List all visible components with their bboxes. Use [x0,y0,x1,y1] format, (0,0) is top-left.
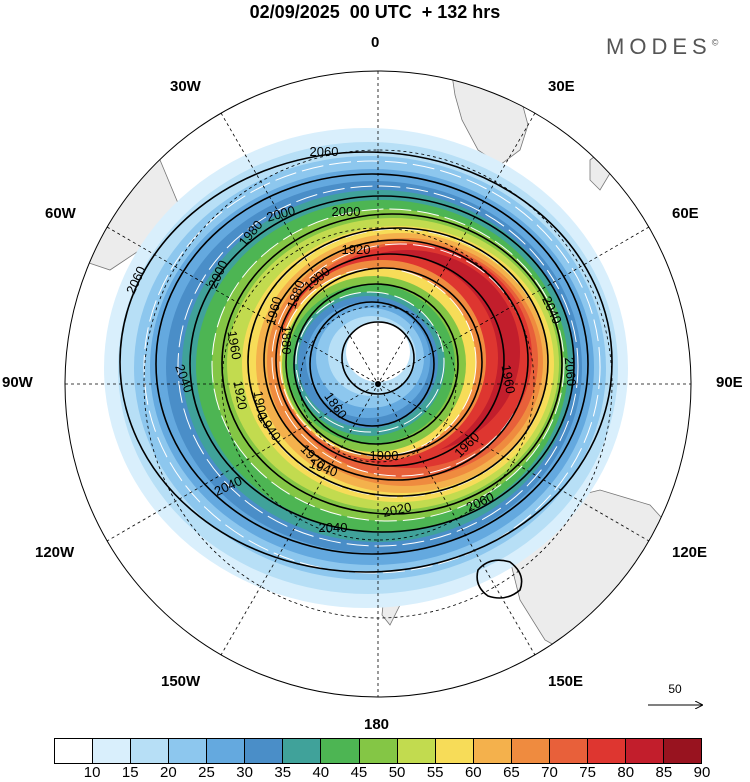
colorbar-swatch [549,739,588,763]
lon-label-120e: 120E [672,544,708,561]
lon-label-150w: 150W [161,673,201,690]
contour-1920 [285,267,483,457]
colorbar-tick-label: 15 [121,764,139,781]
lon-label-90e: 90E [716,374,743,391]
colorbar-swatch [511,739,550,763]
colorbar-tick-label: 50 [388,764,406,781]
contour-1880 [309,301,435,427]
lon-label-60e: 60E [672,205,699,222]
colorbar-tick-label: 65 [503,764,520,781]
colorbar-tick-label: 60 [464,764,482,781]
colorbar-tick-label: 80 [617,764,635,781]
contour-label: 1960 [499,364,519,395]
height-contours [119,151,613,599]
colorbar-swatch [283,739,322,763]
streamline [211,208,565,522]
contour-label: 1920 [231,380,251,411]
colorbar-tick-label: 70 [541,764,558,781]
colorbar-swatch [207,739,246,763]
pole-marker [375,381,381,387]
colorbar-tick-label: 10 [83,764,101,781]
colorbar-swatch [587,739,626,763]
colorbar-tick-label: 40 [312,764,330,781]
colorbar-swatch [473,739,512,763]
lon-label-30e: 30E [548,78,575,95]
contour-label: 2020 [381,499,412,520]
lon-label-30w: 30W [170,78,201,95]
lon-label-180: 180 [364,716,390,733]
contour-label: 1880 [279,326,294,355]
contour-label: 2000 [332,204,361,219]
colorbar-tick-label: 55 [426,764,444,781]
contour-label: 1960 [263,295,285,327]
contour-2000 [221,213,563,515]
contour-label: 2040 [319,520,348,535]
contour-1980 [247,227,549,497]
contour-1860 [341,321,415,395]
colorbar-swatch [359,739,398,763]
lon-label-60w: 60W [45,205,76,222]
contour-label: 1900 [251,390,271,421]
lon-label-120w: 120W [35,544,75,561]
lon-label-0: 0 [371,34,380,51]
modes-logo: MODES© [606,34,718,60]
contour-label: 1960 [225,330,245,361]
lon-label-90w: 90W [2,374,33,391]
contour-small-closed [476,559,523,599]
colorbar-swatch [625,739,664,763]
colorbar-tick-label: 35 [274,764,292,781]
wind-inner-band-10 [346,322,410,382]
logo-text: MODES [606,34,712,59]
colorbar-tick-label: 85 [655,764,673,781]
lon-label-150e: 150E [548,673,584,690]
colorbar-swatch [397,739,436,763]
colorbar [54,738,702,764]
colorbar-swatch [435,739,474,763]
contour-1960 [263,239,529,481]
contour-label: 1900 [370,448,399,463]
streamline [295,291,445,433]
colorbar-swatch [169,739,208,763]
contour-1940 [275,253,505,467]
contour-label: 2060 [562,357,579,387]
colorbar-tick-label: 25 [198,764,215,781]
colorbar-tick-label: 75 [579,764,596,781]
madagascar-land [589,149,613,191]
contour-2020 [189,195,575,533]
colorbar-swatch [93,739,132,763]
logo-copyright-mark: © [711,37,719,48]
colorbar-swatch [321,739,360,763]
colorbar-swatch [664,739,702,763]
colorbar-tick-label: 30 [236,764,253,781]
contour-2060 [119,151,613,573]
contour-label: 2000 [265,203,297,225]
map-field [65,71,691,697]
contour-2040 [155,173,589,555]
colorbar-swatch [55,739,94,763]
contour-label: 2060 [310,144,339,159]
map-title: 02/09/2025 00 UTC + 132 hrs [249,2,501,22]
colorbar-tick-label: 90 [693,764,711,781]
contour-1900 [293,283,459,445]
map-border [64,70,692,698]
contour-label: 1920 [342,242,371,257]
colorbar-swatch [131,739,170,763]
reference-vector-label: 50 [668,682,682,696]
streamline [143,160,601,574]
colorbar-swatch [245,739,284,763]
colorbar-tick-label: 20 [160,764,177,781]
colorbar-tick-label: 45 [350,764,368,781]
